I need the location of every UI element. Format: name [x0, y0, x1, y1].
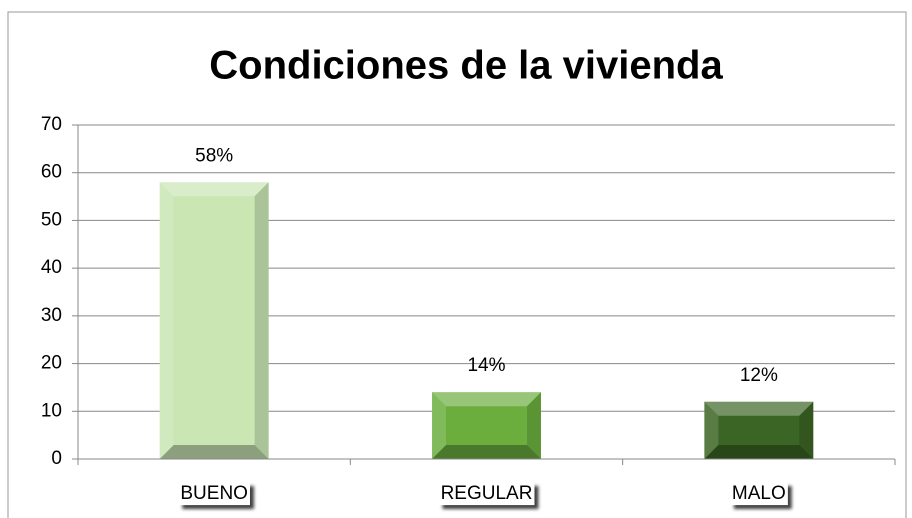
- bar: [704, 401, 814, 459]
- y-tick-label: 0: [51, 448, 62, 469]
- bar-bevel-top: [432, 392, 541, 407]
- y-tick-label: 20: [41, 353, 62, 374]
- y-tick-label: 30: [41, 305, 62, 326]
- data-label: 12%: [740, 365, 778, 386]
- bar: [159, 182, 269, 459]
- bar-bevel-left: [704, 401, 719, 459]
- x-tick-label: MALO: [732, 483, 786, 504]
- bar-bevel-bottom: [432, 445, 541, 459]
- bar-bevel-right: [526, 392, 541, 459]
- x-label-box: [438, 482, 535, 506]
- bar-bevel-bottom: [159, 445, 269, 459]
- bar-bevel-bottom: [704, 445, 814, 459]
- x-label-box: [729, 482, 788, 506]
- y-tick-label: 40: [41, 257, 62, 278]
- bar: [432, 392, 541, 459]
- y-tick-label: 60: [41, 162, 62, 183]
- x-tick-label: REGULAR: [441, 483, 533, 504]
- y-tick-label: 70: [41, 114, 62, 135]
- bar-bevel-left: [432, 392, 447, 459]
- bar-bevel-top: [704, 401, 814, 416]
- y-tick-label: 50: [41, 209, 62, 230]
- y-tick-label: 10: [41, 400, 62, 421]
- x-label-box: [178, 482, 250, 506]
- x-tick-label: BUENO: [180, 483, 248, 504]
- bar-bevel-right: [799, 401, 814, 459]
- data-label: 14%: [467, 355, 505, 376]
- data-label: 58%: [195, 145, 233, 166]
- chart-title: Condiciones de la vivienda: [209, 44, 723, 88]
- bar-bevel-right: [254, 182, 269, 459]
- bar-bevel-left: [159, 182, 174, 459]
- bar-bevel-top: [159, 182, 269, 197]
